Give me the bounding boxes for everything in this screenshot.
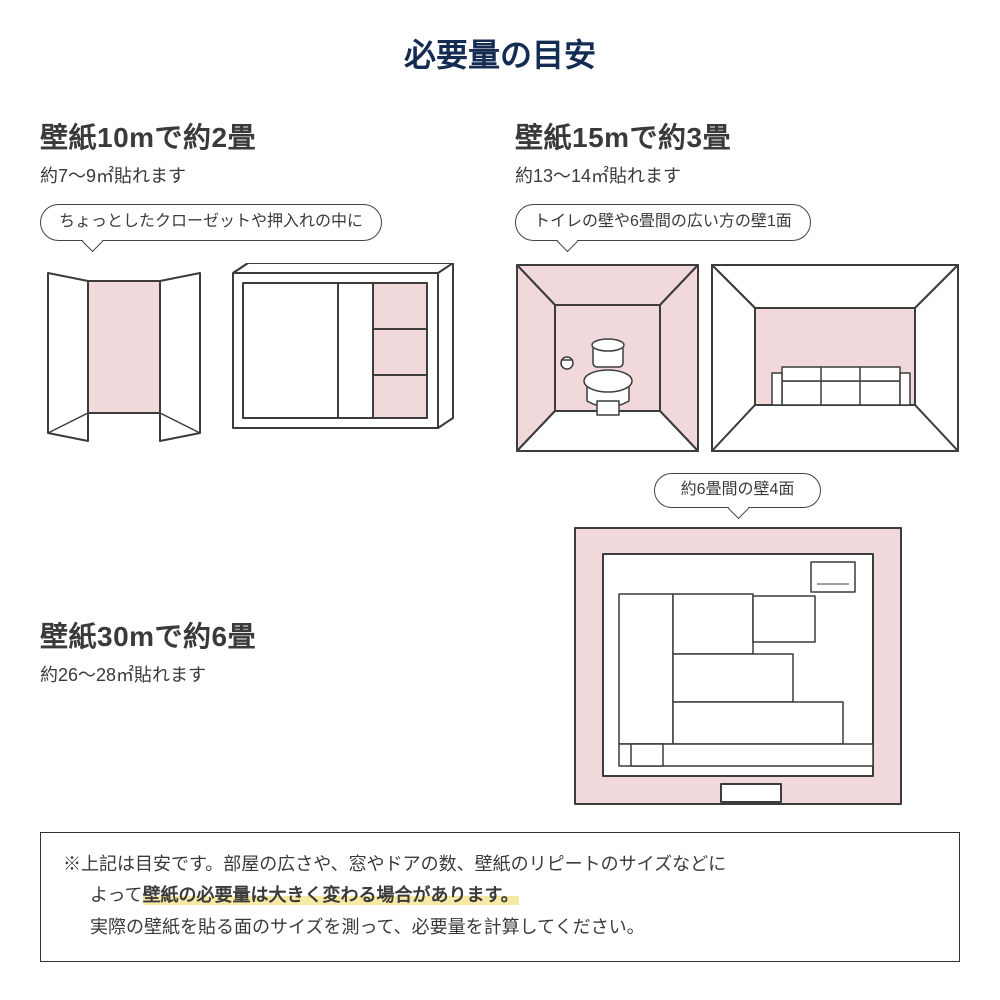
closet-sliding-icon bbox=[228, 263, 458, 443]
section-title: 壁紙15mで約3畳 bbox=[515, 116, 960, 156]
speech-bubble: ちょっとしたクローゼットや押入れの中に bbox=[40, 204, 382, 241]
speech-bubble: 約6畳間の壁4面 bbox=[654, 473, 822, 508]
note-highlight: 壁紙の必要量は大きく変わる場合があります。 bbox=[143, 885, 519, 905]
toilet-room-icon bbox=[515, 263, 700, 453]
note-line-2a: よって bbox=[90, 885, 143, 905]
sections-grid: 壁紙10mで約2畳 約7〜9㎡貼れます ちょっとしたクローゼットや押入れの中に bbox=[40, 116, 960, 806]
note-line-3: 実際の壁紙を貼る面のサイズを測って、必要量を計算してください。 bbox=[63, 912, 937, 944]
section-subtitle: 約26〜28㎡貼れます bbox=[40, 661, 475, 687]
section-title: 壁紙10mで約2畳 bbox=[40, 116, 475, 156]
section-subtitle: 約7〜9㎡貼れます bbox=[40, 162, 475, 188]
closet-open-icon bbox=[40, 263, 210, 443]
section-30m-illustration: 約6畳間の壁4面 bbox=[515, 473, 960, 806]
section-30m-text: 壁紙30mで約6畳 約26〜28㎡貼れます bbox=[40, 615, 475, 703]
section-subtitle: 約13〜14㎡貼れます bbox=[515, 162, 960, 188]
living-wall-icon bbox=[710, 263, 960, 453]
section-15m: 壁紙15mで約3畳 約13〜14㎡貼れます トイレの壁や6畳間の広い方の壁1面 bbox=[515, 116, 960, 453]
floorplan-6tatami-icon bbox=[573, 526, 903, 806]
section-title: 壁紙30mで約6畳 bbox=[40, 615, 475, 655]
speech-bubble: トイレの壁や6畳間の広い方の壁1面 bbox=[515, 204, 811, 241]
main-title: 必要量の目安 bbox=[40, 30, 960, 76]
note-box: ※上記は目安です。部屋の広さや、窓やドアの数、壁紙のリピートのサイズなどに よっ… bbox=[40, 832, 960, 963]
note-line-1: ※上記は目安です。部屋の広さや、窓やドアの数、壁紙のリピートのサイズなどに bbox=[63, 854, 726, 874]
section-10m: 壁紙10mで約2畳 約7〜9㎡貼れます ちょっとしたクローゼットや押入れの中に bbox=[40, 116, 475, 453]
